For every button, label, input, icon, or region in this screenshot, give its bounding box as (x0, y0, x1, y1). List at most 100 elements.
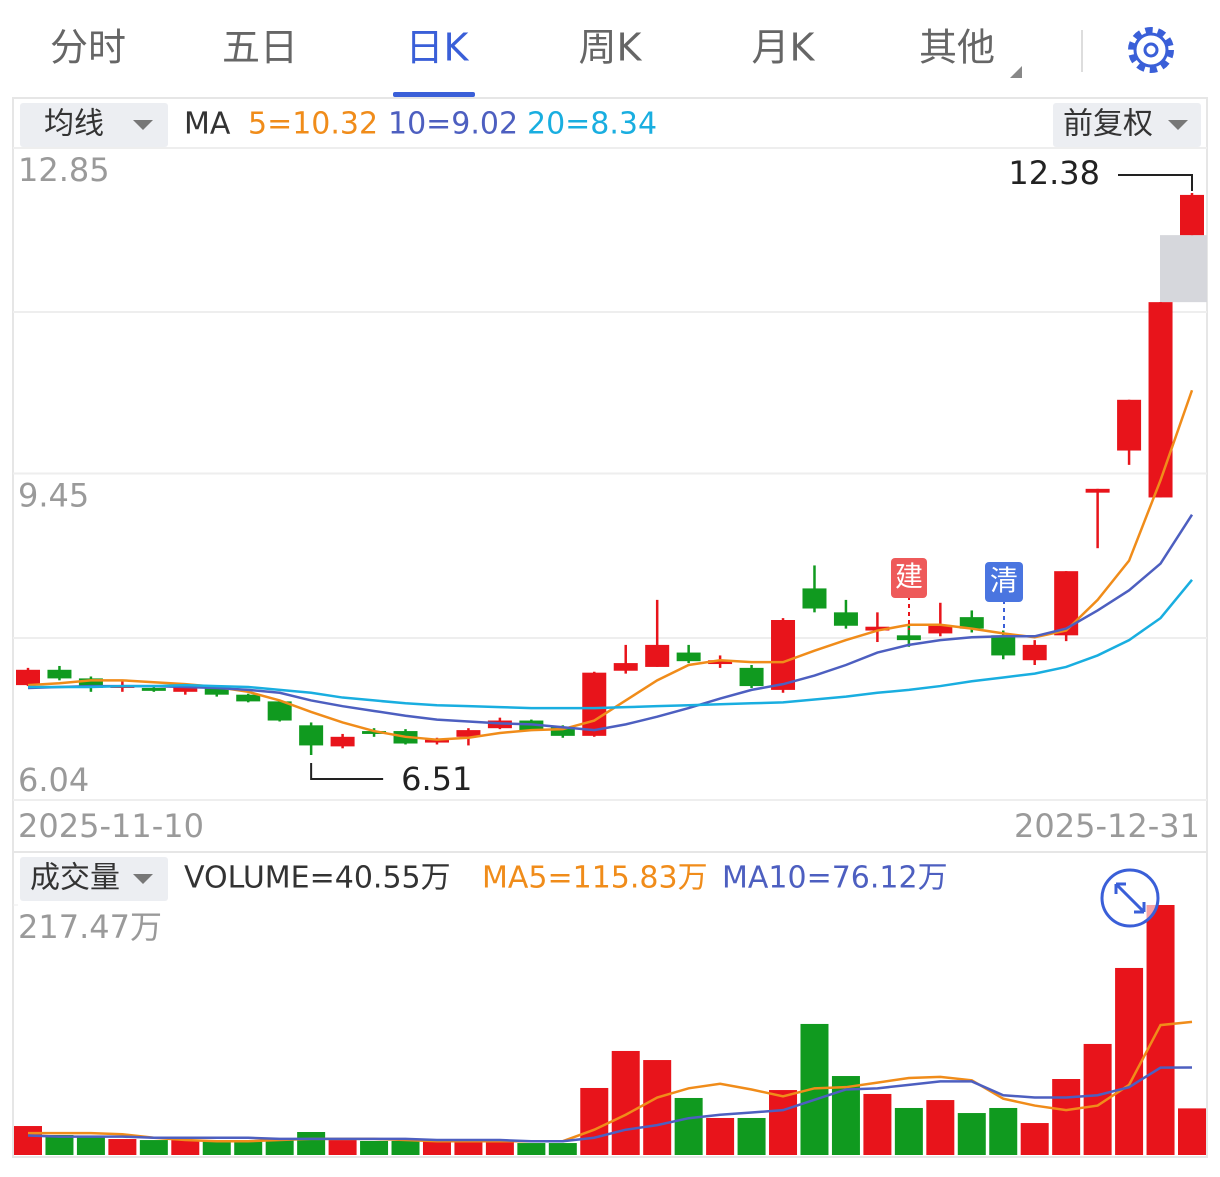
volume-bar (1115, 967, 1144, 1155)
candle-body (330, 736, 355, 747)
candle-body (833, 612, 858, 626)
candle-body (739, 667, 764, 687)
volume-bar (863, 1093, 892, 1155)
candle-body (362, 731, 387, 734)
volume-plot: 217.47万 (13, 904, 1206, 1155)
gear-hole (1143, 42, 1159, 58)
candle-body (802, 588, 827, 609)
candle-body (1117, 399, 1142, 451)
volume-bar (548, 1143, 577, 1155)
more-triangle (1010, 66, 1022, 78)
candle-body (991, 635, 1016, 656)
dropdown-arrow (133, 874, 153, 884)
volume-bar (139, 1140, 168, 1155)
volume-bar (1146, 905, 1175, 1155)
button-bg (20, 103, 168, 147)
dropdown-arrow (1168, 120, 1188, 130)
candle-body (299, 725, 324, 746)
signal-badge (891, 558, 927, 598)
volume-bar (643, 1060, 672, 1155)
volume-bar (706, 1117, 735, 1155)
legend-ma: 10=9.02 (388, 107, 518, 142)
legend-ma: 20=8.34 (527, 107, 657, 142)
volume-bar (674, 1097, 703, 1155)
volume-bar (328, 1140, 357, 1155)
signal-text: 建 (895, 560, 923, 593)
tab[interactable]: 其他 (919, 26, 995, 70)
candle-body (613, 663, 638, 671)
volume-bar (1052, 1079, 1081, 1155)
candle-body (236, 694, 261, 702)
tab[interactable]: 周K (579, 26, 643, 70)
candle-body (267, 701, 292, 721)
volume-button[interactable]: 成交量 (20, 857, 168, 901)
button-bg (20, 857, 168, 901)
volume-bar (894, 1107, 923, 1155)
candle-body (771, 620, 796, 690)
y-tick-label: 12.85 (18, 151, 110, 189)
high-label: 12.38 (1008, 154, 1100, 192)
expand-icon[interactable] (1100, 868, 1160, 928)
candle-body (424, 739, 449, 743)
volume-bar (14, 1126, 42, 1155)
volume-bar (234, 1140, 263, 1155)
button-text: 均线 (44, 107, 104, 142)
volume-bar (76, 1136, 105, 1155)
volume-bar (769, 1090, 798, 1155)
tab[interactable]: 月K (752, 26, 816, 70)
tab[interactable]: 分时 (50, 26, 126, 70)
candle-body (47, 669, 72, 679)
ma-line (27, 514, 1194, 732)
volume-bar (580, 1087, 609, 1155)
legend-vol-ma: MA10=76.12万 (722, 861, 948, 896)
volume-bar (265, 1140, 294, 1155)
legend-ma: 5=10.32 (248, 107, 378, 142)
settings-icon[interactable] (1128, 27, 1174, 73)
low-label: 6.51 (401, 760, 472, 798)
volume-bar (297, 1132, 326, 1155)
candle-body (928, 625, 953, 634)
signal-badge (985, 562, 1023, 602)
gear-body (1133, 32, 1169, 68)
low-pointer (310, 763, 384, 781)
y-tick-label: 9.45 (18, 477, 89, 515)
button-text: 成交量 (30, 861, 120, 896)
adjust-button[interactable]: 前复权 (1053, 103, 1201, 147)
tab-active[interactable]: 日K (406, 26, 470, 70)
panel-border (12, 97, 1208, 1158)
annotations: 建 清 (891, 558, 1023, 632)
candle-body (645, 644, 670, 667)
button-text: 前复权 (1063, 107, 1153, 142)
signal-text: 清 (990, 564, 1018, 597)
candle-body (141, 687, 166, 691)
candle-body (1148, 302, 1173, 498)
candle-body (896, 635, 921, 641)
x-tick-label: 2025-11-10 (18, 807, 204, 845)
candle-body (16, 669, 40, 686)
volume-bar (1020, 1123, 1049, 1155)
volume-bar (957, 1113, 986, 1155)
legend-vol-ma: MA5=115.83万 (482, 861, 708, 896)
tab[interactable]: 五日 (222, 26, 298, 70)
candle-body (173, 686, 198, 692)
volume-bar (45, 1134, 74, 1155)
candle-body (1022, 644, 1047, 661)
ma-button[interactable]: 均线 (20, 103, 168, 147)
ma-prefix: MA (184, 107, 231, 142)
volume-bar (485, 1140, 514, 1155)
x-tick-label: 2025-12-31 (1014, 807, 1200, 845)
price-plot: 12.85 9.45 6.04 12.38 6.51 (13, 147, 1207, 801)
dropdown-arrow (133, 120, 153, 130)
volume-bar (737, 1117, 766, 1155)
high-pointer (1118, 173, 1193, 191)
tab-bar: 分时 五日 日K 周K 月K 其他 (50, 26, 1174, 97)
volume-bar (108, 1139, 137, 1155)
candle-body (456, 730, 481, 737)
volume-legend: VOLUME=40.55万 (184, 861, 451, 896)
button-bg (1053, 103, 1201, 147)
volume-bar (422, 1140, 451, 1155)
volume-bar (202, 1140, 231, 1155)
gap-zone (1160, 235, 1207, 303)
volume-bar (360, 1140, 389, 1155)
